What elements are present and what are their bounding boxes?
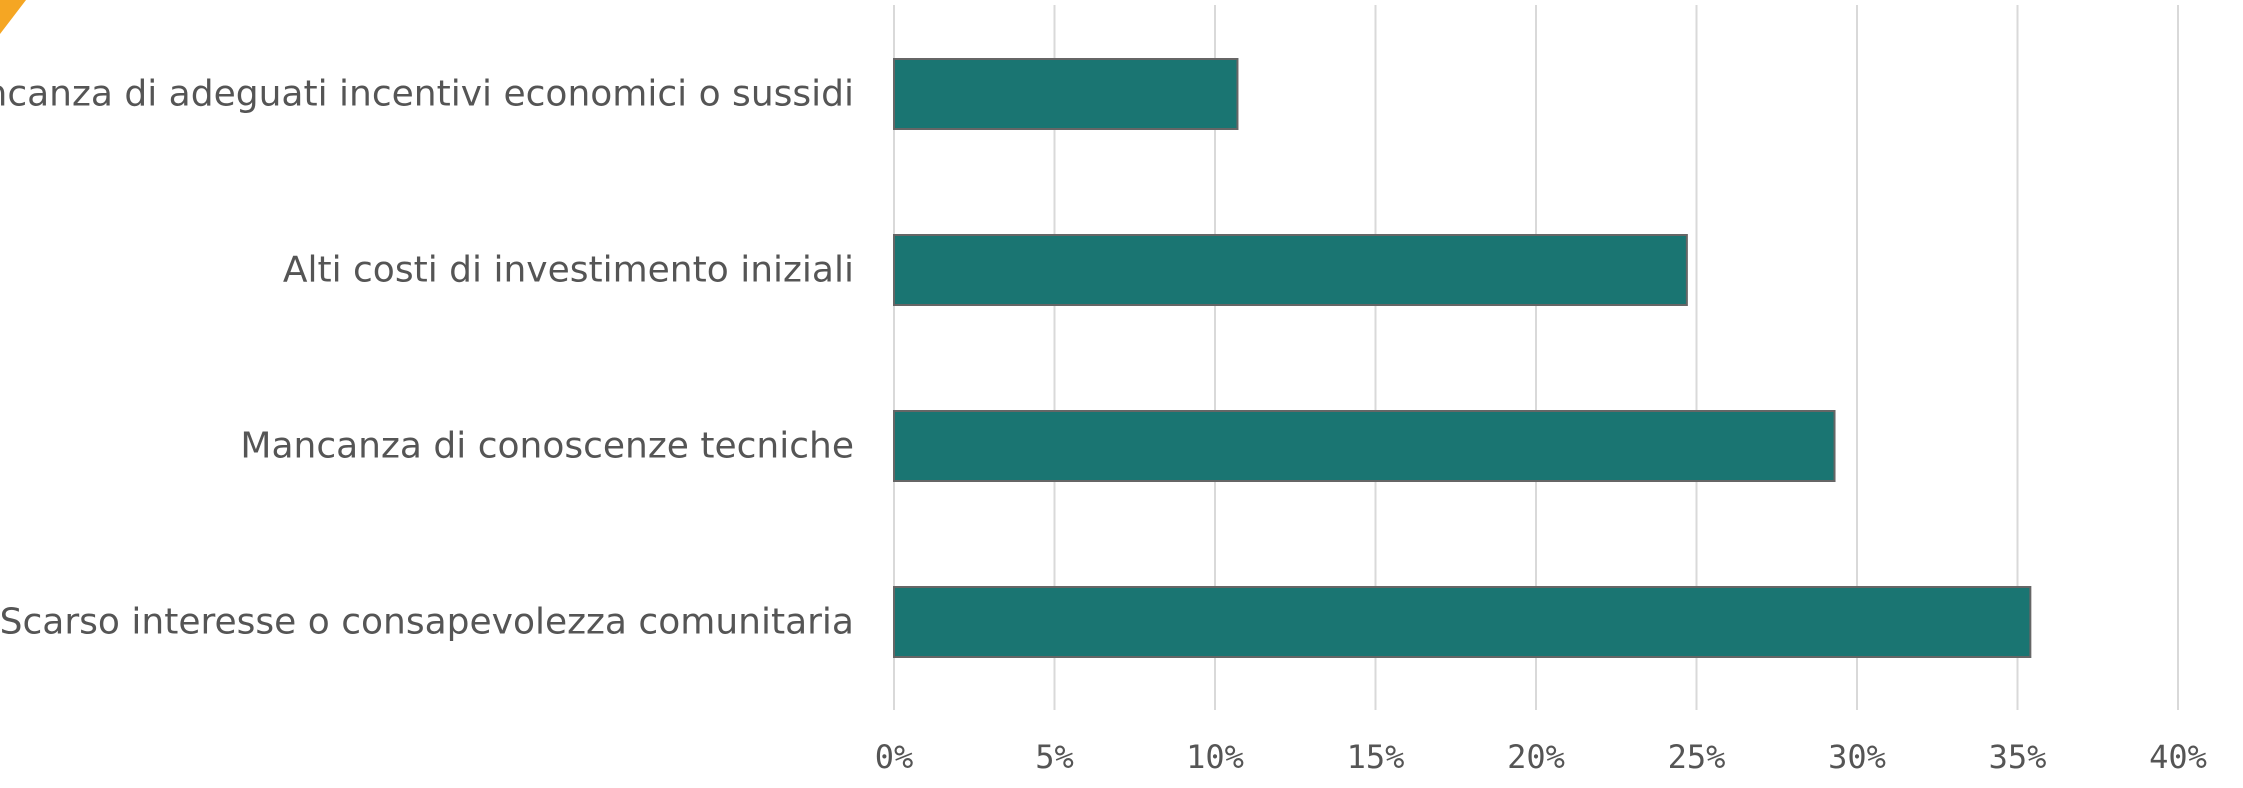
category-label: Mancanza di adeguati incentivi economici… xyxy=(0,74,854,115)
corner-accent-triangle xyxy=(0,0,26,34)
bar-4 xyxy=(893,586,2032,658)
bar-2 xyxy=(893,234,1688,306)
x-tick-label: 40% xyxy=(2149,738,2207,776)
x-tick-label: 35% xyxy=(1989,738,2047,776)
corner-accent-shape xyxy=(0,0,26,34)
bar-1 xyxy=(893,58,1239,130)
category-label: Alti costi di investimento iniziali xyxy=(283,250,854,291)
x-tick-label: 25% xyxy=(1668,738,1726,776)
category-label-layer: Mancanza di adeguati incentivi economici… xyxy=(0,74,854,643)
x-tick-label: 15% xyxy=(1347,738,1405,776)
tick-label-layer: 0% 5% 10% 15% 20% 25% 30% 35% 40% xyxy=(875,738,2207,776)
bar-layer xyxy=(893,58,2032,658)
x-tick-label: 0% xyxy=(875,738,914,776)
bar-3 xyxy=(893,410,1836,482)
category-label: Mancanza di conoscenze tecniche xyxy=(240,426,854,467)
x-tick-label: 20% xyxy=(1507,738,1565,776)
x-tick-label: 10% xyxy=(1186,738,1244,776)
category-label: Scarso interesse o consapevolezza comuni… xyxy=(0,602,854,643)
x-tick-label: 5% xyxy=(1035,738,1074,776)
x-tick-label: 30% xyxy=(1828,738,1886,776)
